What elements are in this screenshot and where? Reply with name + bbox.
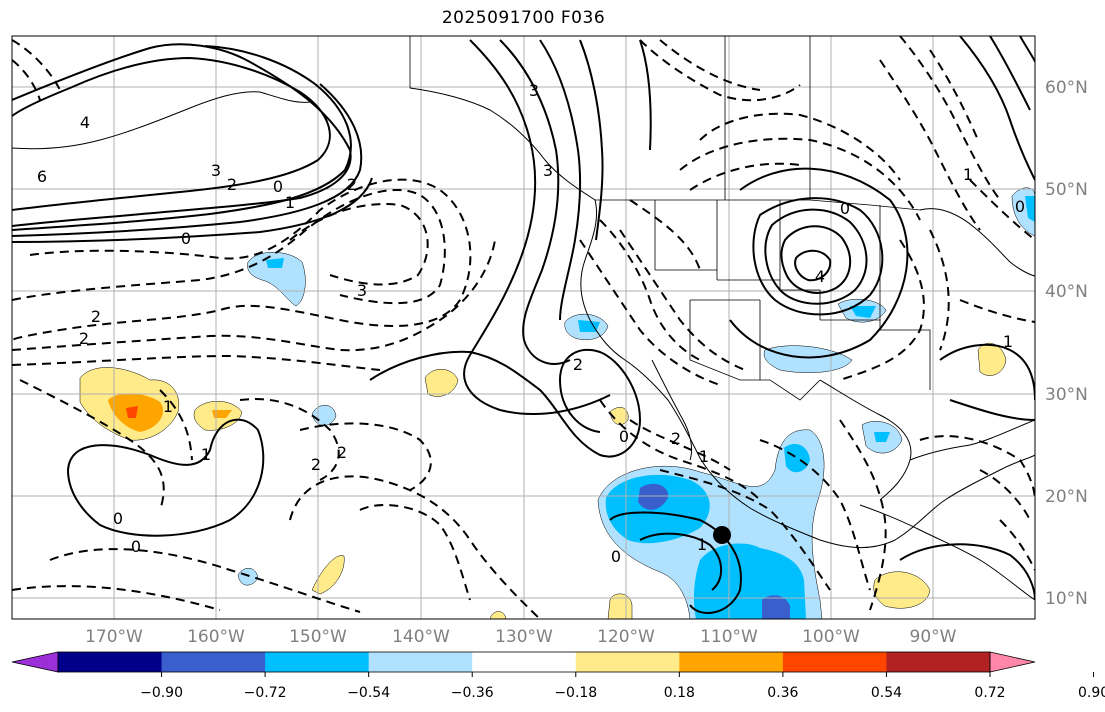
negative-anomaly-fill <box>784 444 810 473</box>
longitude-label: 90°W <box>910 627 957 647</box>
contour-value-label: 1 <box>963 165 973 184</box>
positive-anomaly-fill <box>424 369 459 397</box>
contour-value-label: 0 <box>181 229 191 248</box>
colorbar-segment <box>58 652 163 672</box>
negative-anomaly-fill <box>763 345 853 373</box>
positive-anomaly-fill <box>609 407 629 425</box>
longitude-label: 150°W <box>289 627 347 647</box>
contour-value-label: 3 <box>357 281 367 300</box>
contour-value-label: 2 <box>671 429 681 448</box>
longitude-label: 120°W <box>597 627 655 647</box>
negative-anomaly-fill <box>247 252 306 307</box>
contour-value-label: 0 <box>113 509 123 528</box>
negative-anomaly-fill <box>1025 196 1035 222</box>
longitude-labels: 170°W 160°W 150°W 140°W 130°W 120°W 110°W 100°W… <box>85 627 957 647</box>
colorbar-tick-label: −0.36 <box>451 685 494 701</box>
contour-value-label: 0 <box>273 177 283 196</box>
contour-value-label: 2 <box>337 443 347 462</box>
longitude-label: 140°W <box>392 627 450 647</box>
positive-anomaly-fill <box>126 406 138 418</box>
map-title: 2025091700 F036 <box>441 8 606 28</box>
latitude-label: 10°N <box>1045 589 1088 609</box>
solid-contours <box>12 36 1035 614</box>
latitude-label: 30°N <box>1045 385 1088 405</box>
contour-value-label: 3 <box>211 161 221 180</box>
map-frame <box>11 35 1036 620</box>
colorbar-segment <box>679 652 784 672</box>
contour-value-label: 4 <box>815 267 825 286</box>
contour-value-label: 2 <box>347 175 357 194</box>
colorbar-tick-label: 0.18 <box>664 685 695 701</box>
dashed-contours <box>12 36 1035 619</box>
negative-anomaly-fill <box>578 320 600 332</box>
latitude-label: 50°N <box>1045 180 1088 200</box>
contour-value-label: 0 <box>131 537 141 556</box>
contour-value-label: 1 <box>285 193 295 212</box>
colorbar-segment <box>368 652 473 672</box>
contour-value-label: 6 <box>37 167 47 186</box>
negative-anomaly-fill <box>605 474 710 544</box>
contour-value-label: 3 <box>543 161 553 180</box>
contour-value-label: 4 <box>80 113 90 132</box>
colorbar-tick-label: −0.90 <box>140 685 183 701</box>
colorbar-segment <box>265 652 370 672</box>
positive-anomaly-fill <box>977 342 1007 376</box>
contour-value-label: 2 <box>311 455 321 474</box>
contour-value-label: 2 <box>227 175 237 194</box>
colorbar-extend-low <box>11 651 59 673</box>
contour-value-label: 3 <box>529 81 539 100</box>
colorbar-tick-label: 0.72 <box>974 685 1005 701</box>
longitude-label: 170°W <box>85 627 143 647</box>
contour-value-label: 1 <box>699 447 709 466</box>
contour-value-label: 0 <box>619 427 629 446</box>
longitude-label: 160°W <box>187 627 245 647</box>
contour-value-label: 1 <box>163 397 173 416</box>
colorbar-tick-label: 0.90 <box>1078 685 1105 701</box>
negative-anomaly-fill <box>874 432 890 442</box>
longitude-label: 110°W <box>700 627 758 647</box>
contour-value-label: 2 <box>573 355 583 374</box>
latitude-label: 40°N <box>1045 282 1088 302</box>
contour-value-label: 2 <box>91 307 101 326</box>
colorbar-extend-high <box>989 651 1036 673</box>
colorbar-tick-labels: −0.90 −0.72 −0.54 −0.36 −0.18 0.18 0.36 0.54 0.7… <box>140 672 1105 701</box>
contour-value-label: 2 <box>79 329 89 348</box>
gridlines <box>12 36 1035 619</box>
longitude-label: 130°W <box>495 627 553 647</box>
negative-anomaly-fill <box>266 258 284 268</box>
political-borders <box>409 36 931 401</box>
contour-value-label: 1 <box>1003 332 1013 351</box>
negative-anomaly-fill <box>638 483 669 510</box>
storm-marker <box>713 526 731 544</box>
colorbar-tick-label: 0.54 <box>871 685 902 701</box>
latitude-label: 60°N <box>1045 78 1088 98</box>
colorbar-segment <box>161 652 266 672</box>
contour-value-label: 0 <box>840 199 850 218</box>
colorbar-segment <box>472 652 577 672</box>
negative-anomaly-fill <box>762 595 790 619</box>
colorbar-outline <box>57 651 991 673</box>
colorbar-tick-label: 0.36 <box>767 685 798 701</box>
latitude-labels: 60°N 50°N 40°N 30°N 20°N 10°N <box>1045 78 1088 609</box>
colorbar-segment <box>575 652 680 672</box>
colorbar-tick-label: −0.72 <box>244 685 287 701</box>
latitude-label: 20°N <box>1045 487 1088 507</box>
positive-anomaly-fill <box>212 410 232 418</box>
longitude-label: 100°W <box>802 627 860 647</box>
contour-value-label: 0 <box>611 547 621 566</box>
colorbar-segment <box>782 652 887 672</box>
colorbar-tick-label: −0.54 <box>347 685 390 701</box>
negative-anomaly-fill <box>850 306 876 318</box>
colorbar-segment <box>886 652 991 672</box>
colorbar-tick-label: −0.18 <box>554 685 597 701</box>
contour-value-label: 0 <box>1015 197 1025 216</box>
positive-anomaly-fill <box>311 555 345 595</box>
contour-value-label: 1 <box>201 445 211 464</box>
colorbar <box>11 651 1036 673</box>
contour-value-label: 1 <box>697 535 707 554</box>
